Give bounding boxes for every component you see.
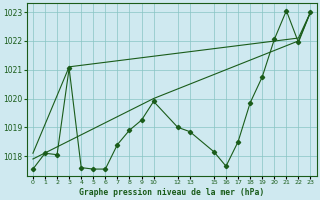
- X-axis label: Graphe pression niveau de la mer (hPa): Graphe pression niveau de la mer (hPa): [79, 188, 264, 197]
